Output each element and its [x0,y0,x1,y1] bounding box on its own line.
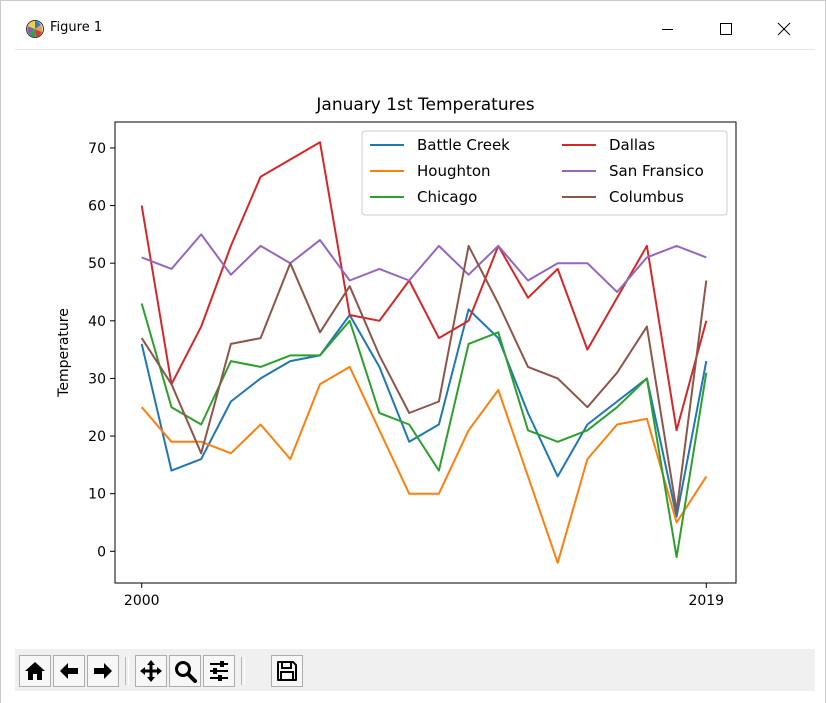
x-tick-label: 2000 [124,593,160,609]
series-line-dallas [140,141,708,432]
series-line-columbus [140,244,708,512]
figure-canvas[interactable]: January 1st Temperatures Temperature 0 10 20… [15,49,815,650]
y-tick-label: 40 [88,314,106,330]
home-button[interactable] [19,655,51,687]
maximize-button[interactable] [705,11,749,47]
y-axis-label: Temperature [56,308,72,398]
series-line-chicago [140,303,708,559]
series-line-houghton [140,365,708,564]
legend-label: Houghton [417,162,491,180]
legend-box [361,130,728,216]
save-icon [277,661,297,681]
legend-label: Battle Creek [417,136,510,154]
y-tick-label: 20 [88,429,106,445]
back-button[interactable] [53,655,85,687]
configure-subplots-button[interactable] [203,655,235,687]
toolbar-separator [241,657,245,685]
window-bottom-edge [1,691,825,703]
forward-arrow-icon [94,663,112,679]
y-tick-label: 70 [88,141,106,157]
axes-frame [114,121,737,584]
chart-title: January 1st Temperatures [315,95,534,115]
home-icon [25,662,45,680]
maximize-icon [720,23,732,35]
y-tick-label: 0 [97,544,106,560]
series-line-san-fransico [141,233,707,293]
window-title: Figure 1 [50,20,103,35]
back-arrow-icon [60,663,78,679]
close-button[interactable] [763,11,807,47]
save-button[interactable] [271,655,303,687]
line-chart: January 1st Temperatures Temperature 0 10 20… [56,95,737,609]
series-line-battle-creek [140,308,708,518]
navigation-toolbar [15,649,815,691]
legend-label: Dallas [609,136,655,154]
zoom-button[interactable] [169,655,201,687]
legend-label: Columbus [609,188,684,206]
y-tick-label: 60 [88,199,106,215]
forward-button[interactable] [87,655,119,687]
y-tick-label: 30 [88,371,106,387]
x-tick-label: 2019 [688,593,724,609]
legend-label: Chicago [417,188,477,206]
y-tick-label: 50 [88,256,106,272]
minimize-button[interactable] [647,11,691,47]
title-bar[interactable]: Figure 1 [1,1,825,49]
close-icon [777,22,791,36]
pan-button[interactable] [135,655,167,687]
minimize-icon [662,29,673,30]
toolbar-separator [125,657,129,685]
zoom-icon [175,661,197,683]
matplotlib-logo-icon [26,20,44,38]
legend-label: San Fransico [609,162,704,180]
pan-icon [140,660,162,682]
configure-subplots-icon [210,661,228,681]
y-tick-label: 10 [88,487,106,503]
